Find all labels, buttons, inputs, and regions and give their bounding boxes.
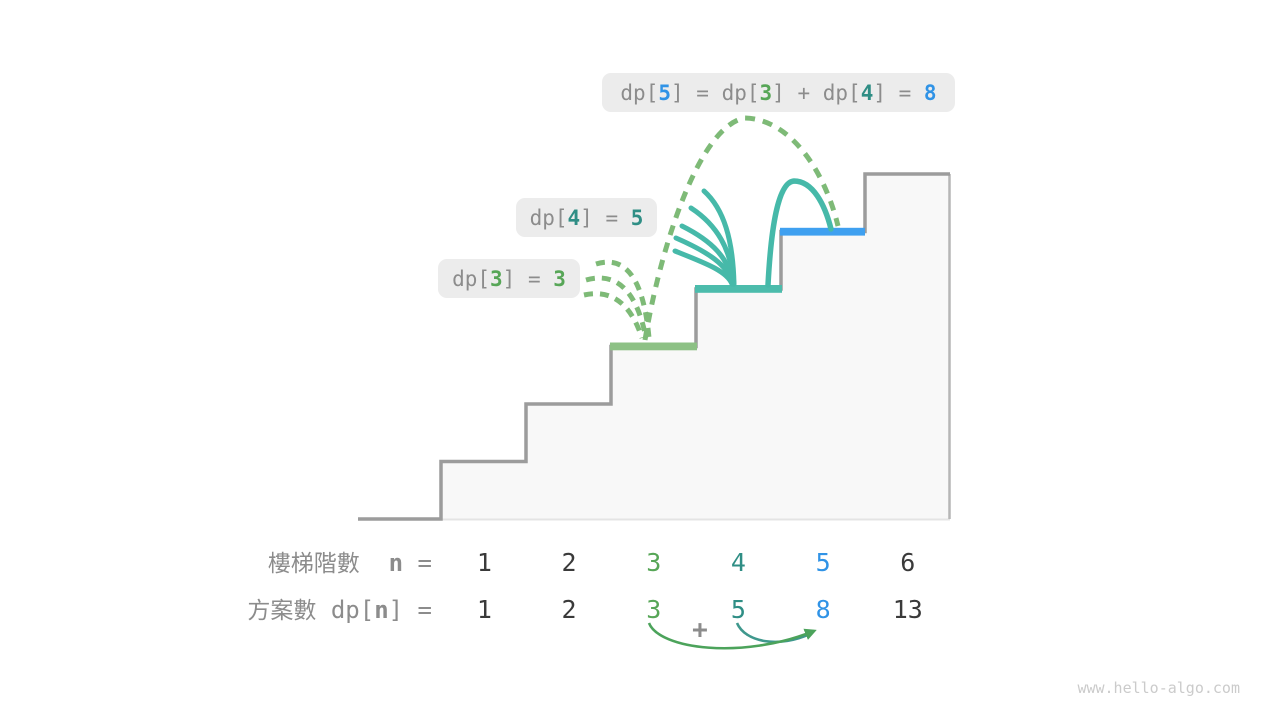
row1-label-var: n — [388, 549, 404, 577]
plus-sign: + — [692, 615, 708, 645]
sum-arrow-teal — [735, 622, 813, 644]
row-label-dp-count: 方案數 dp[n] = — [180, 596, 432, 624]
dp5-term1-value: 3 — [759, 80, 773, 105]
row-label-stair-count: 樓梯階數 n = — [180, 549, 432, 577]
stair-n-1: 1 — [476, 548, 492, 577]
stair-n-3: 3 — [646, 548, 662, 577]
row-stair-numbers: 1 2 3 4 5 6 — [442, 549, 950, 577]
dp3-formula-label: dp[3] = 3 — [438, 259, 580, 298]
dp-value-3: 3 — [646, 595, 662, 624]
tread-step4-teal — [695, 285, 782, 293]
stair-n-5: 5 — [815, 548, 831, 577]
paths-into-step4 — [672, 188, 737, 287]
row-dp-values: 1 2 3 5 8 13 — [442, 596, 950, 624]
paths-into-step3 — [583, 259, 652, 339]
stair-n-6: 6 — [900, 548, 916, 577]
tread-step5-blue — [780, 227, 865, 236]
dp-value-6: 13 — [892, 595, 923, 624]
dp3-text: ] = — [502, 266, 554, 291]
dp-value-4: 5 — [730, 595, 746, 624]
stair-n-4: 4 — [730, 548, 746, 577]
dp5-text: dp[ — [620, 80, 659, 105]
row2-label-dp: dp[n] = — [330, 596, 432, 624]
dp-value-5: 8 — [815, 595, 831, 624]
row1-label-eq: = — [417, 549, 432, 577]
dp4-formula-label: dp[4] = 5 — [516, 198, 657, 237]
dp5-term2-value: 4 — [860, 80, 874, 105]
dp-value-1: 1 — [476, 595, 492, 624]
dp5-formula-label: dp[5] = dp[3] + dp[4] = 8 — [602, 73, 955, 112]
dp4-n-value: 4 — [567, 205, 581, 230]
tread-step3-green — [610, 342, 697, 351]
dp5-result-value: 8 — [923, 80, 937, 105]
sum-arrow-green — [647, 622, 817, 650]
dp4-text: ] = — [580, 205, 631, 230]
sum-arrows — [647, 622, 817, 650]
dp3-text: dp[ — [452, 266, 491, 291]
row1-label-cjk: 樓梯階數 — [267, 550, 360, 576]
row2-label-cjk: 方案數 — [247, 597, 317, 623]
watermark: www.hello-algo.com — [1077, 679, 1240, 697]
dp5-text: ] = dp[ — [671, 80, 760, 105]
dp4-result-value: 5 — [630, 205, 644, 230]
stair-n-2: 2 — [561, 548, 577, 577]
dp3-result-value: 3 — [553, 266, 566, 291]
dp5-n-value: 5 — [658, 80, 671, 105]
dp-value-2: 2 — [561, 595, 577, 624]
dp4-text: dp[ — [529, 205, 568, 230]
dp5-text: ] = — [873, 80, 924, 105]
arc-step4-to-step5 — [765, 178, 834, 288]
dp3-n-value: 3 — [490, 266, 503, 291]
dp5-text: ] + dp[ — [772, 80, 861, 105]
arc-step3-to-step5 — [642, 115, 841, 341]
